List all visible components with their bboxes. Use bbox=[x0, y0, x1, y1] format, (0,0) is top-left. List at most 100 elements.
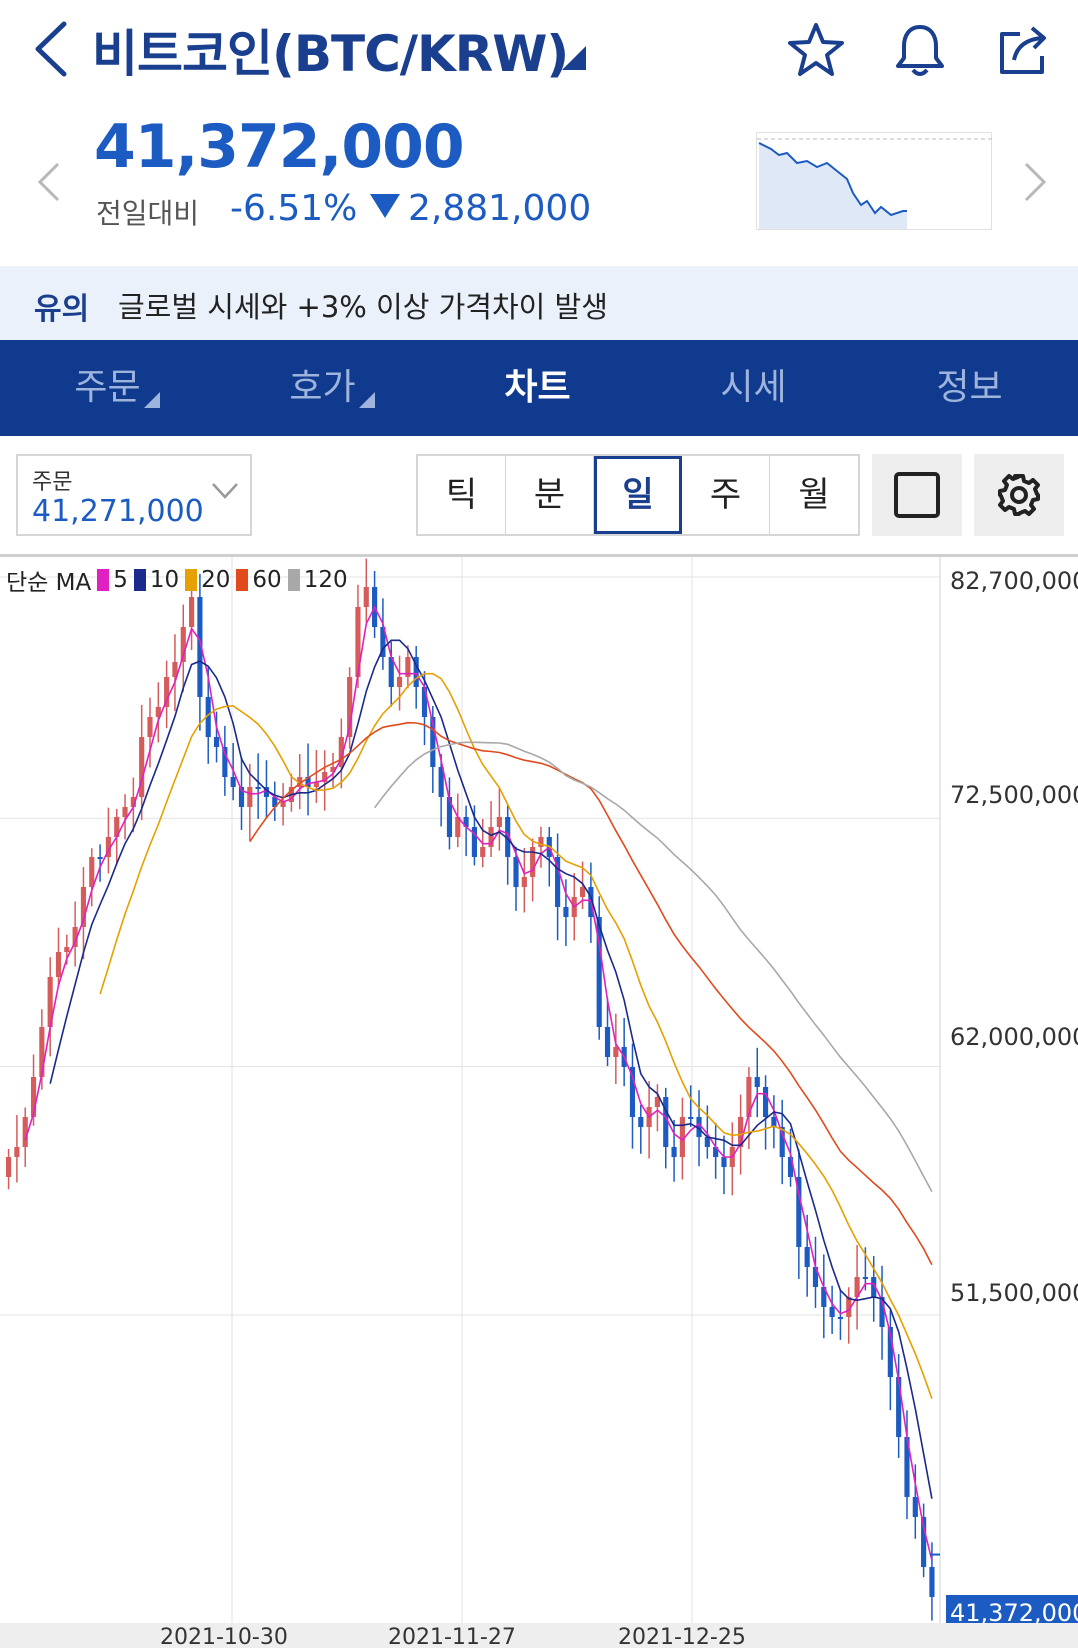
tab-order[interactable]: 주문 bbox=[0, 340, 215, 436]
bell-icon[interactable] bbox=[890, 20, 950, 80]
candle-body bbox=[247, 787, 253, 807]
candle-body bbox=[413, 657, 419, 687]
candle-body bbox=[921, 1517, 927, 1567]
candle-body bbox=[363, 587, 369, 607]
candle-body bbox=[887, 1327, 893, 1377]
candle-body bbox=[313, 782, 319, 787]
caret-icon[interactable] bbox=[562, 46, 586, 70]
candle-body bbox=[446, 797, 453, 837]
candle-body bbox=[721, 1157, 727, 1167]
candle-body bbox=[47, 977, 53, 1027]
candle-body bbox=[804, 1247, 810, 1267]
candle-body bbox=[496, 817, 502, 827]
candle-body bbox=[180, 627, 186, 662]
share-icon[interactable] bbox=[994, 20, 1054, 80]
star-icon[interactable] bbox=[786, 20, 846, 80]
current-price: 41,372,000 bbox=[94, 112, 465, 182]
notice-label: 유의 bbox=[34, 292, 90, 327]
candle-body bbox=[263, 787, 270, 797]
candle-body bbox=[338, 737, 344, 767]
ma5-swatch bbox=[97, 569, 110, 591]
back-icon[interactable] bbox=[28, 18, 78, 80]
y-tick-label: 51,500,000 bbox=[950, 1279, 1078, 1307]
candle-body bbox=[330, 767, 336, 772]
candle-body bbox=[463, 817, 469, 827]
settings-button[interactable] bbox=[974, 454, 1064, 536]
candle-body bbox=[438, 767, 444, 797]
ma60-swatch bbox=[236, 569, 249, 591]
tab-chart[interactable]: 차트 bbox=[504, 367, 571, 408]
ma-legend: 단순 MA 5 10 20 60 120 bbox=[6, 563, 348, 597]
candle-body bbox=[213, 737, 220, 747]
candle-body bbox=[912, 1497, 918, 1517]
candle-body bbox=[596, 917, 602, 1027]
candle-body bbox=[754, 1077, 760, 1087]
candle-body bbox=[521, 877, 527, 887]
change-label: 전일대비 bbox=[96, 197, 200, 230]
candle-body bbox=[455, 817, 461, 837]
price-section: 41,372,000 전일대비 -6.51% 2,881,000 bbox=[0, 100, 1078, 260]
legend-ma20: 20 bbox=[201, 567, 231, 593]
order-price-select[interactable]: 주문 41,271,000 bbox=[16, 454, 252, 536]
candle-body bbox=[164, 677, 170, 707]
candle-body bbox=[130, 797, 136, 807]
candle-body bbox=[929, 1567, 935, 1597]
sparkline-chart[interactable] bbox=[756, 132, 993, 230]
period-month[interactable]: 월 bbox=[798, 475, 830, 515]
last-price-tag: 41,372,000 bbox=[946, 1595, 1078, 1631]
fullscreen-button[interactable] bbox=[872, 454, 962, 536]
next-coin-icon[interactable] bbox=[1020, 160, 1050, 204]
chart-controls: 주문 41,271,000 틱 분 일 주 월 bbox=[0, 436, 1078, 554]
tab-trades[interactable]: 시세 bbox=[720, 367, 787, 408]
warning-notice[interactable]: 유의 글로벌 시세와 +3% 이상 가격차이 발생 bbox=[0, 266, 1078, 340]
candle-body bbox=[280, 802, 286, 807]
candle-body bbox=[654, 1097, 661, 1107]
period-tick[interactable]: 틱 bbox=[418, 456, 506, 534]
candle-body bbox=[6, 1157, 12, 1177]
candle-body bbox=[871, 1277, 877, 1297]
period-week[interactable]: 주 bbox=[682, 456, 770, 534]
candle-body bbox=[355, 607, 361, 677]
candle-body bbox=[604, 1027, 611, 1057]
candle-body bbox=[704, 1137, 710, 1147]
period-day[interactable]: 일 bbox=[594, 456, 682, 534]
candle-body bbox=[779, 1127, 785, 1157]
candlestick-chart[interactable]: 단순 MA 5 10 20 60 120 82,700,000 72,500,0… bbox=[0, 554, 1078, 1648]
candle-body bbox=[896, 1377, 902, 1437]
y-tick-label: 72,500,000 bbox=[950, 781, 1078, 809]
ma10-swatch bbox=[133, 569, 146, 591]
square-icon bbox=[894, 472, 940, 518]
candle-body bbox=[854, 1277, 860, 1297]
candle-body bbox=[671, 1147, 677, 1157]
candle-body bbox=[147, 717, 153, 737]
candle-body bbox=[846, 1297, 852, 1317]
candle-body bbox=[796, 1177, 802, 1247]
candle-body bbox=[122, 807, 128, 817]
candle-body bbox=[222, 747, 228, 777]
candle-body bbox=[114, 817, 120, 837]
tab-info[interactable]: 정보 bbox=[936, 367, 1003, 408]
candle-body bbox=[97, 857, 103, 859]
candle-body bbox=[879, 1297, 885, 1327]
tab-orderbook[interactable]: 호가 bbox=[215, 340, 430, 436]
legend-ma5: 5 bbox=[113, 567, 128, 593]
period-minute[interactable]: 분 bbox=[506, 456, 594, 534]
gear-icon bbox=[998, 474, 1040, 516]
ma-line-10 bbox=[49, 639, 933, 1499]
candle-body bbox=[322, 772, 328, 782]
candle-body bbox=[746, 1077, 752, 1117]
chart-canvas[interactable] bbox=[0, 557, 1078, 1623]
candle-body bbox=[563, 907, 569, 917]
candle-body bbox=[39, 1027, 45, 1077]
candle-body bbox=[421, 687, 428, 717]
candle-body bbox=[530, 847, 536, 877]
ma20-swatch bbox=[185, 569, 198, 591]
candle-body bbox=[837, 1317, 844, 1319]
change-percent: -6.51% bbox=[230, 188, 358, 229]
candle-body bbox=[862, 1277, 868, 1279]
candle-body bbox=[80, 887, 87, 927]
candle-body bbox=[197, 597, 203, 697]
candle-body bbox=[555, 857, 561, 907]
chevron-down-icon bbox=[212, 483, 238, 499]
prev-coin-icon[interactable] bbox=[34, 160, 64, 204]
